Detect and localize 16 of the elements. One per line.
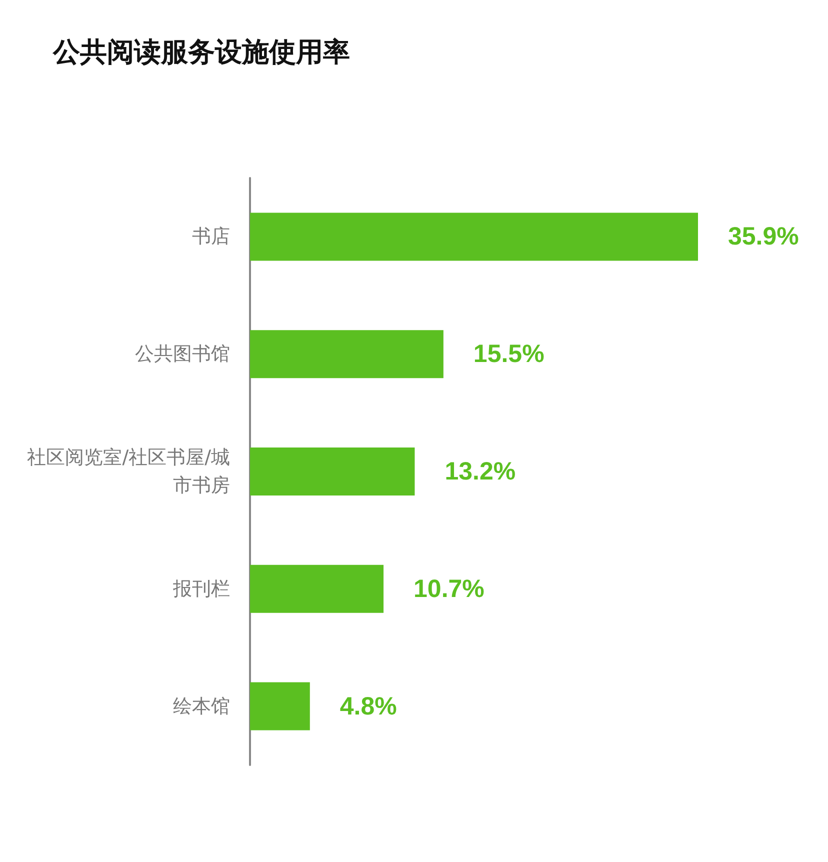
bar <box>250 448 415 496</box>
bar <box>250 212 698 261</box>
data-label: 10.7% <box>414 574 484 603</box>
y-tick-label: 书店 <box>192 226 230 248</box>
bar <box>250 330 444 378</box>
data-label: 15.5% <box>473 340 544 368</box>
data-label: 4.8% <box>340 692 397 720</box>
data-label: 35.9% <box>728 222 799 251</box>
bar <box>250 682 310 730</box>
y-tick-label: 报刊栏 <box>172 578 230 600</box>
data-label: 13.2% <box>444 458 516 486</box>
bar <box>250 564 384 613</box>
chart-title: 公共阅读服务设施使用率 <box>52 37 350 68</box>
y-tick-label: 绘本馆 <box>173 695 230 718</box>
y-tick-label: 公共图书馆 <box>135 343 230 366</box>
y-tick-label: 社区阅览室/社区书屋/城市书房 <box>27 446 230 496</box>
